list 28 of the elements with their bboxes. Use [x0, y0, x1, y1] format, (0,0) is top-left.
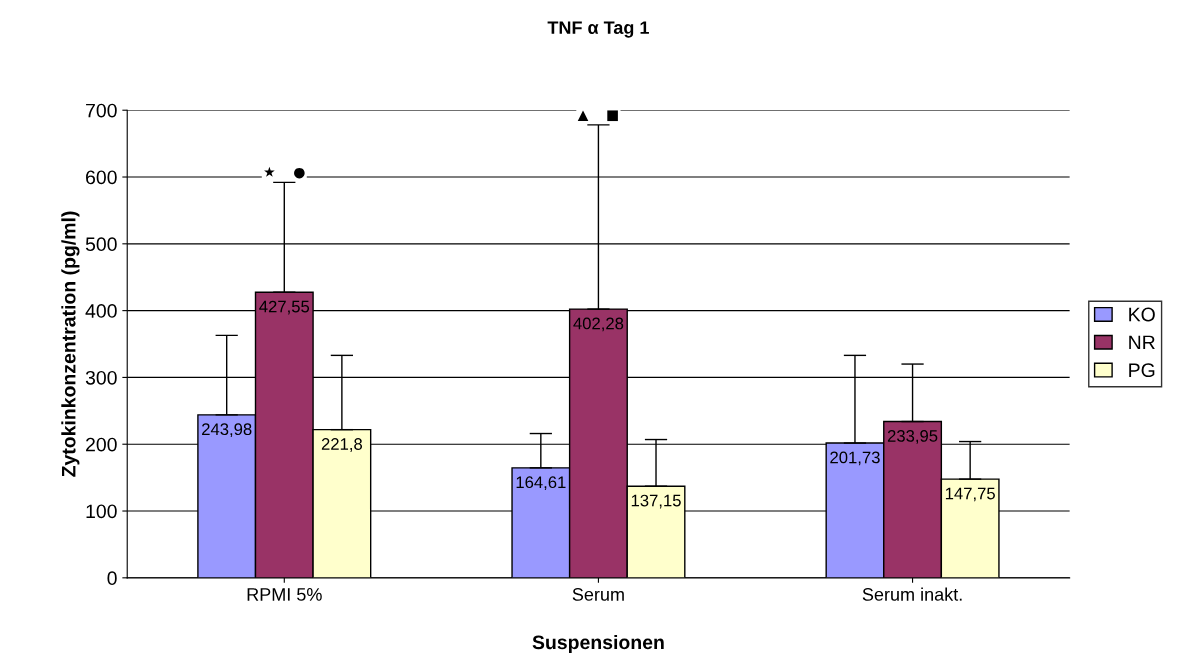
data-label: 233,95	[887, 430, 938, 444]
x-tick-label: Serum	[572, 588, 624, 601]
data-label: 164,61	[516, 476, 566, 491]
annotation: ★ ●	[264, 166, 305, 179]
legend-label: PG	[1129, 363, 1155, 378]
y-tick-label: 200	[86, 437, 117, 452]
y-tick-label: 100	[86, 504, 117, 519]
data-label: 402,28	[573, 317, 624, 332]
x-tick-label: Serum inakt.	[862, 587, 962, 601]
y-axis-title: Zytokinkonzentration (pg/ml)	[61, 211, 80, 477]
y-tick-label: 700	[86, 103, 117, 118]
data-label: 137,15	[631, 494, 681, 509]
annotation: ▲ ■	[577, 110, 618, 122]
x-axis-title: Suspensionen	[532, 634, 664, 654]
y-tick-label: 0	[107, 571, 117, 586]
legend-label: NR	[1129, 335, 1155, 350]
data-label: 201,73	[830, 451, 880, 466]
legend-label: KO	[1129, 307, 1155, 322]
data-label: 427,55	[259, 300, 310, 315]
y-tick-label: 300	[85, 370, 117, 385]
data-label: 147,75	[945, 487, 995, 502]
data-label: 243,98	[202, 423, 252, 438]
y-tick-label: 600	[86, 170, 117, 185]
y-tick-label: 500	[85, 237, 117, 252]
x-tick-label: RPMI 5%	[247, 588, 322, 601]
y-tick-label: 400	[85, 304, 117, 318]
data-label: 221,8	[321, 438, 363, 452]
chart-title: TNF α Tag 1	[547, 21, 649, 38]
